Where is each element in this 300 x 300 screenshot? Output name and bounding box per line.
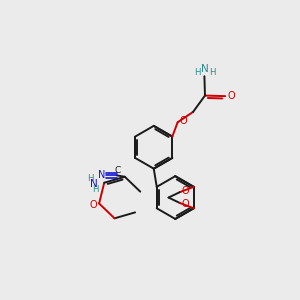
Text: O: O [181, 200, 189, 209]
Text: H: H [92, 185, 99, 194]
Text: O: O [180, 116, 188, 126]
Text: O: O [181, 186, 189, 196]
Text: N: N [98, 170, 105, 180]
Text: O: O [89, 200, 97, 210]
Text: H: H [195, 68, 201, 76]
Text: H: H [209, 68, 216, 76]
Text: N: N [201, 64, 209, 74]
Text: H: H [87, 174, 94, 183]
Text: C: C [115, 166, 121, 175]
Text: O: O [227, 91, 235, 101]
Text: N: N [90, 179, 98, 189]
